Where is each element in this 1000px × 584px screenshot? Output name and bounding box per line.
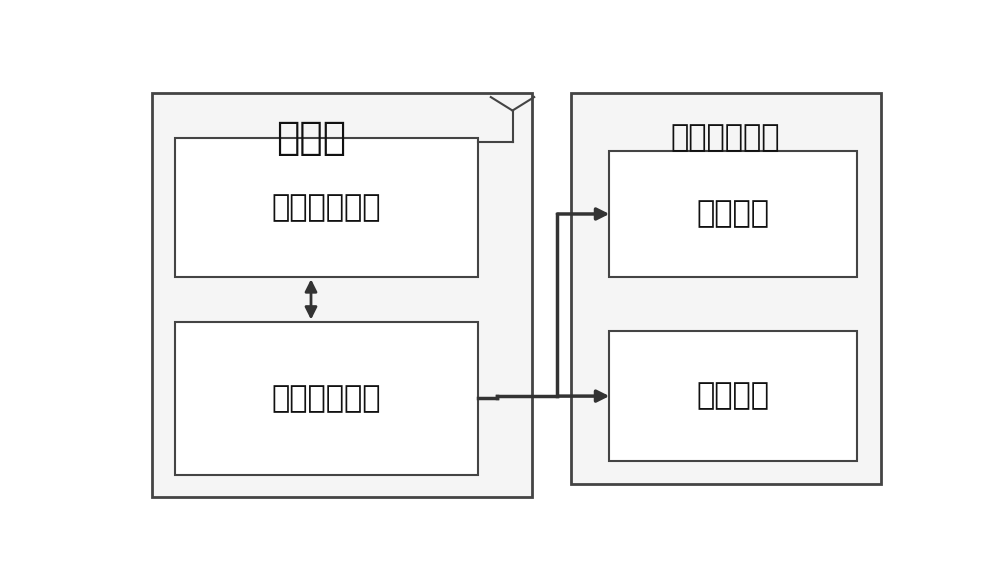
Text: 输入单元: 输入单元: [697, 200, 770, 228]
Bar: [175, 322, 478, 475]
Bar: [175, 138, 478, 277]
Bar: [609, 151, 857, 277]
Text: 人机交互界面: 人机交互界面: [671, 123, 780, 152]
Text: 输出单元: 输出单元: [697, 381, 770, 411]
Bar: [571, 93, 881, 484]
Text: 处理器: 处理器: [276, 119, 346, 157]
Bar: [152, 93, 532, 498]
Text: 信号处理单元: 信号处理单元: [272, 384, 381, 413]
Text: 信号收发单元: 信号收发单元: [272, 193, 381, 222]
Bar: [609, 331, 857, 461]
